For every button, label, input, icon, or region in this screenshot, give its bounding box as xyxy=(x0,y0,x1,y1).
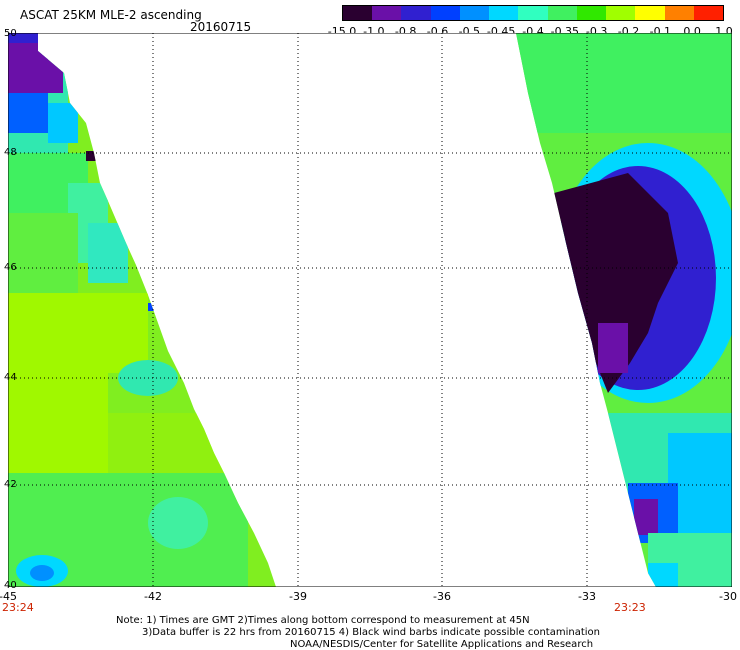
colorbar-segment xyxy=(664,6,694,20)
x-tick: -39 xyxy=(289,590,307,603)
x-tick: -42 xyxy=(144,590,162,603)
colorbar xyxy=(342,5,724,21)
y-tick: 42 xyxy=(4,479,17,490)
colorbar-segment xyxy=(401,6,431,20)
time-right: 23:23 xyxy=(614,601,646,614)
colorbar-segment xyxy=(459,6,490,20)
colorbar-segment xyxy=(343,6,373,20)
product-date: 20160715 xyxy=(190,20,252,34)
colorbar-segment xyxy=(606,6,636,20)
y-tick: 40 xyxy=(4,580,17,591)
x-tick: -36 xyxy=(433,590,451,603)
map-canvas xyxy=(8,33,732,587)
colorbar-segment xyxy=(635,6,665,20)
y-tick: 44 xyxy=(4,372,17,383)
colorbar-segment xyxy=(547,6,577,20)
y-tick: 50 xyxy=(4,28,17,39)
note-line: Note: 1) Times are GMT 2)Times along bot… xyxy=(116,615,530,626)
product-title: ASCAT 25KM MLE-2 ascending xyxy=(20,8,202,22)
x-tick: -30 xyxy=(719,590,737,603)
colorbar-segment xyxy=(576,6,607,20)
colorbar-segment xyxy=(489,6,519,20)
colorbar-segment xyxy=(518,6,548,20)
map-plot[interactable] xyxy=(8,33,732,587)
y-tick: 46 xyxy=(4,262,17,273)
x-tick: -33 xyxy=(578,590,596,603)
colorbar-segment xyxy=(693,6,724,20)
note-line: 3)Data buffer is 22 hrs from 20160715 4)… xyxy=(142,627,600,638)
y-tick: 48 xyxy=(4,147,17,158)
note-line: NOAA/NESDIS/Center for Satellite Applica… xyxy=(290,639,594,650)
map-grid xyxy=(8,33,732,587)
x-tick: -45 xyxy=(0,590,17,603)
time-left: 23:24 xyxy=(2,601,34,614)
colorbar-segment xyxy=(372,6,402,20)
colorbar-segment xyxy=(430,6,460,20)
